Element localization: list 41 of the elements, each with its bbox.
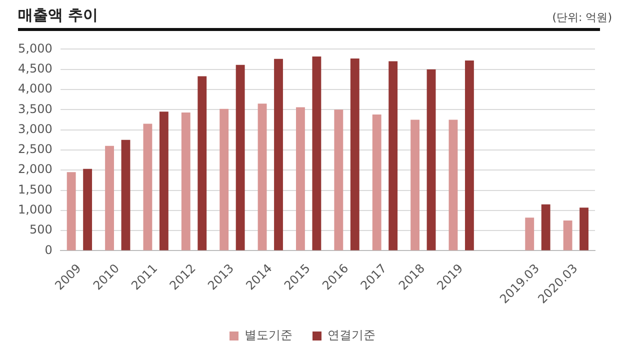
y-tick-label: 500: [29, 222, 52, 237]
bar: [464, 60, 474, 250]
bar: [220, 108, 229, 250]
bar: [350, 58, 360, 250]
bar: [181, 112, 190, 250]
text: (단위: 억원): [552, 10, 612, 25]
y-tick-label: 4,000: [18, 82, 52, 96]
bar: [121, 140, 130, 250]
y-tick-label: 5,000: [18, 41, 52, 56]
legend-label: 별도기준: [244, 328, 292, 342]
legend-label: 연결기준: [328, 328, 376, 342]
y-tick-label: 3,000: [18, 122, 52, 136]
bar: [426, 69, 436, 250]
bar: [105, 146, 114, 250]
bar: [258, 104, 267, 250]
bar: [541, 204, 550, 250]
y-tick-label: 3,500: [18, 102, 52, 116]
bar: [83, 168, 92, 250]
y-tick-label: 1,000: [18, 202, 52, 217]
bar: [312, 56, 322, 250]
bar: [448, 120, 458, 250]
bar: [66, 172, 76, 250]
y-tick-label: 1,500: [18, 182, 52, 196]
y-tick-label: 0: [44, 242, 52, 257]
bar: [388, 61, 398, 250]
bar: [372, 114, 382, 250]
bar: [410, 120, 420, 250]
bar: [334, 110, 344, 250]
bar: [525, 218, 534, 250]
bar: [143, 124, 152, 250]
bar: [159, 112, 168, 250]
bar: [563, 220, 572, 250]
bar: [580, 208, 588, 250]
y-tick-label: 4,500: [18, 61, 52, 76]
bar: [274, 58, 283, 250]
y-tick-label: 2,500: [18, 142, 52, 156]
bar: [198, 76, 207, 250]
y-tick-label: 2,000: [18, 162, 52, 176]
bar: [236, 64, 245, 250]
bar: [296, 107, 305, 250]
chart-title: 매출액 추이: [18, 6, 98, 25]
